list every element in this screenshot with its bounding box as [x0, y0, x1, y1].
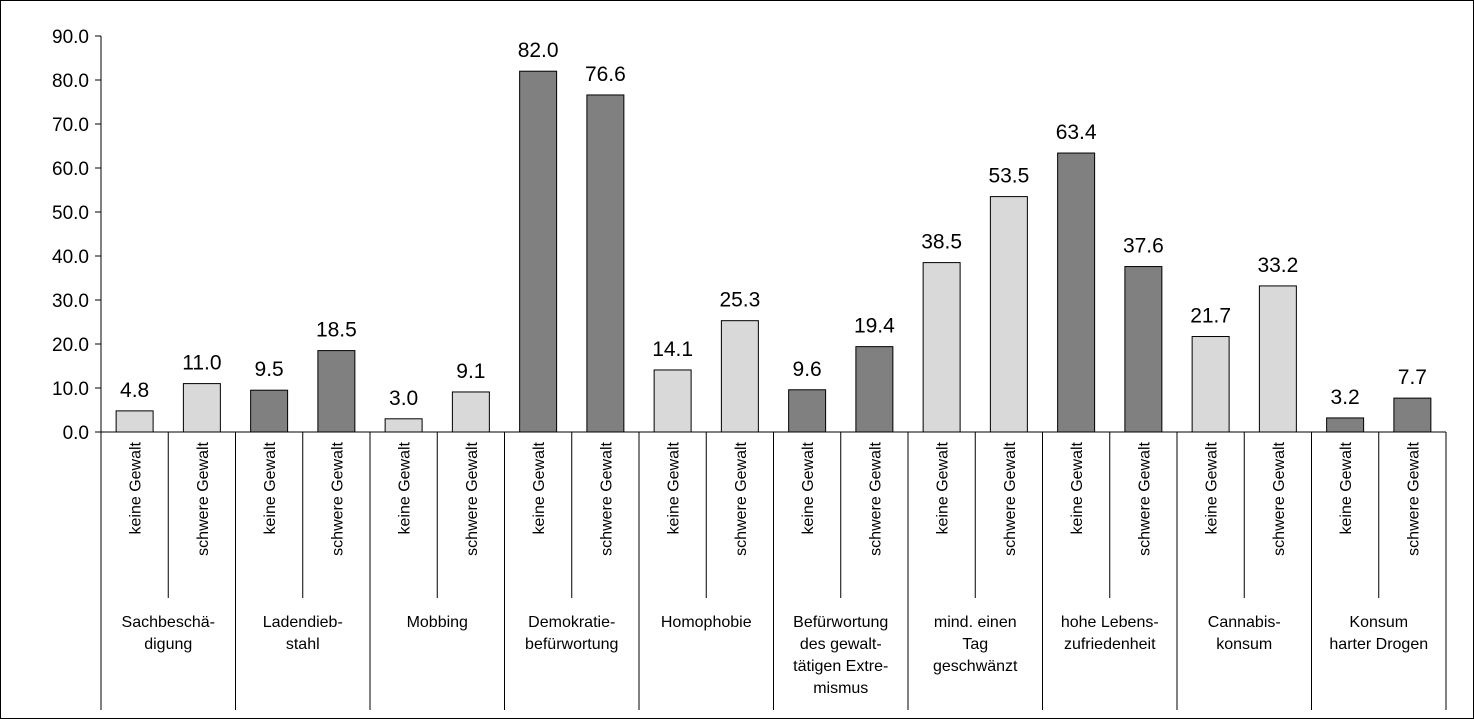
data-label: 9.6 — [793, 358, 822, 381]
sub-category-label: schwere Gewalt — [329, 441, 346, 555]
bar — [451, 391, 490, 433]
data-label: 82.0 — [518, 39, 559, 62]
data-label: 19.4 — [854, 315, 895, 338]
sub-category-label: schwere Gewalt — [598, 441, 615, 555]
data-label: 14.1 — [652, 338, 693, 361]
y-tick-label: 60.0 — [52, 159, 89, 180]
sub-category-label: keine Gewalt — [935, 441, 952, 534]
group-label: tätigen Extre- — [793, 658, 888, 675]
bar — [922, 262, 961, 433]
bar — [384, 418, 423, 433]
data-label: 76.6 — [585, 63, 626, 86]
bar — [788, 389, 827, 433]
data-label: 7.7 — [1398, 366, 1427, 389]
sub-category-label: keine Gewalt — [1204, 441, 1221, 534]
group-label: Ladendieb- — [263, 614, 343, 631]
group-label: Tag — [962, 636, 988, 653]
sub-category-label: schwere Gewalt — [1136, 441, 1153, 555]
data-label: 38.5 — [921, 231, 962, 254]
group-label: des gewalt- — [800, 636, 882, 653]
data-label: 18.5 — [316, 319, 357, 342]
bar — [653, 369, 692, 433]
data-label: 21.7 — [1190, 305, 1231, 328]
sub-category-label: keine Gewalt — [262, 441, 279, 534]
group-label: Konsum — [1349, 614, 1408, 631]
bar — [989, 196, 1028, 433]
group-label: befürwortung — [525, 636, 618, 653]
y-tick-label: 10.0 — [52, 379, 89, 400]
sub-category-label: schwere Gewalt — [1405, 441, 1422, 555]
sub-category-label: schwere Gewalt — [1271, 441, 1288, 555]
sub-category-label: keine Gewalt — [800, 441, 817, 534]
data-label: 9.1 — [456, 360, 485, 383]
bar — [1326, 417, 1365, 433]
group-label: stahl — [286, 636, 320, 653]
data-label: 3.0 — [389, 387, 418, 410]
group-label: konsum — [1216, 636, 1272, 653]
group-label: mismus — [813, 680, 868, 697]
sub-category-label: schwere Gewalt — [733, 441, 750, 555]
data-label: 53.5 — [988, 165, 1029, 188]
group-label: Mobbing — [407, 614, 468, 631]
group-label: digung — [144, 636, 192, 653]
y-tick-label: 30.0 — [52, 291, 89, 312]
bar — [519, 70, 558, 433]
bar — [855, 346, 894, 433]
sub-category-label: schwere Gewalt — [867, 441, 884, 555]
data-label: 4.8 — [120, 379, 149, 402]
data-label: 3.2 — [1331, 386, 1360, 409]
bar — [1124, 266, 1163, 433]
y-tick-label: 70.0 — [52, 115, 89, 136]
sub-category-label: schwere Gewalt — [464, 441, 481, 555]
group-label: Befürwortung — [793, 614, 888, 631]
bar — [115, 410, 154, 433]
group-label: harter Drogen — [1329, 636, 1428, 653]
group-label: mind. einen — [934, 614, 1017, 631]
group-label: Sachbeschä- — [122, 614, 215, 631]
data-label: 9.5 — [255, 358, 284, 381]
sub-category-label: keine Gewalt — [666, 441, 683, 534]
group-label: Homophobie — [661, 614, 752, 631]
data-label: 63.4 — [1056, 121, 1097, 144]
data-label: 11.0 — [182, 352, 221, 375]
sub-category-label: keine Gewalt — [531, 441, 548, 534]
data-label: 25.3 — [719, 289, 760, 312]
y-tick-label: 40.0 — [52, 247, 89, 268]
bar — [1258, 285, 1297, 433]
sub-category-label: keine Gewalt — [1069, 441, 1086, 534]
group-label: geschwänzt — [933, 658, 1018, 675]
data-label: 37.6 — [1123, 235, 1164, 258]
y-tick-label: 80.0 — [52, 71, 89, 92]
group-label: Demokratie- — [528, 614, 615, 631]
bar — [720, 320, 759, 433]
group-label: hohe Lebens- — [1061, 614, 1159, 631]
sub-category-label: schwere Gewalt — [1002, 441, 1019, 555]
bar — [1191, 336, 1230, 433]
bar — [250, 389, 289, 433]
sub-category-label: keine Gewalt — [1338, 441, 1355, 534]
y-tick-label: 50.0 — [52, 203, 89, 224]
bar — [317, 350, 356, 433]
sub-category-label: schwere Gewalt — [195, 441, 212, 555]
bar — [182, 383, 221, 433]
bar — [586, 94, 625, 433]
y-tick-label: 0.0 — [63, 423, 89, 444]
sub-category-label: keine Gewalt — [397, 441, 414, 534]
y-tick-label: 90.0 — [52, 27, 89, 48]
group-label: zufriedenheit — [1064, 636, 1156, 653]
y-tick-label: 20.0 — [52, 335, 89, 356]
data-label: 33.2 — [1257, 254, 1298, 277]
bar — [1393, 397, 1432, 433]
sub-category-label: keine Gewalt — [128, 441, 145, 534]
bar — [1057, 152, 1096, 433]
group-label: Cannabis- — [1208, 614, 1281, 631]
